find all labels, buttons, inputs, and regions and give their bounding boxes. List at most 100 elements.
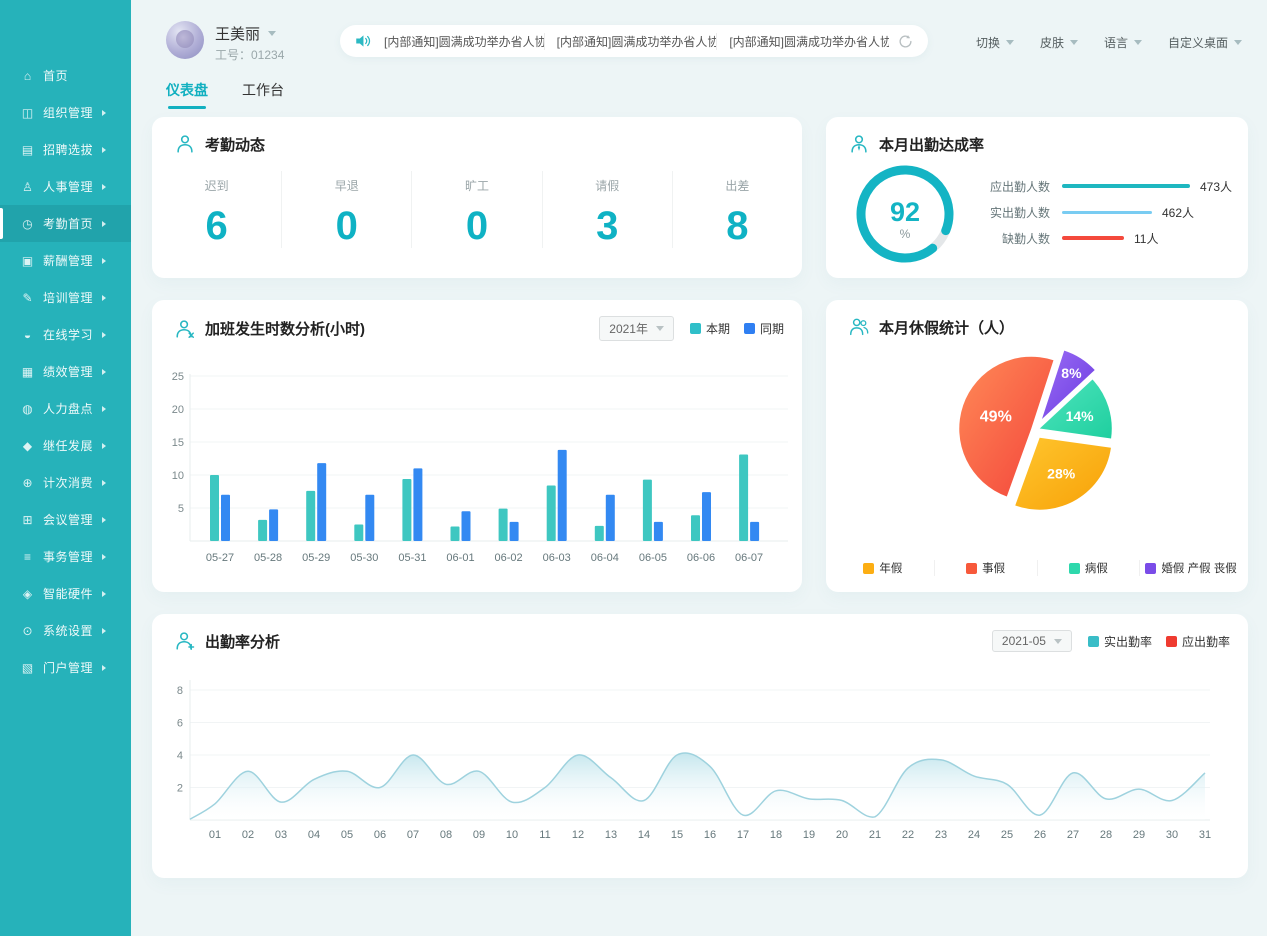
- chevron-down-icon: [268, 31, 277, 36]
- metered-consumption-icon: ⊕: [22, 475, 33, 490]
- year-select[interactable]: 2021年: [599, 316, 674, 341]
- refresh-icon[interactable]: [897, 33, 914, 50]
- chevron-right-icon: [102, 220, 107, 227]
- pie-legend-item[interactable]: 婚假 产假 丧假: [1139, 560, 1242, 576]
- avatar[interactable]: [166, 21, 204, 59]
- card-title: 出勤率分析: [205, 633, 281, 651]
- sidebar-item-system-settings[interactable]: ⊙ 系统设置: [0, 612, 131, 649]
- svg-text:20: 20: [172, 404, 184, 416]
- sidebar-item-label: 薪酬管理: [43, 254, 94, 268]
- svg-text:04: 04: [308, 829, 320, 841]
- stat-value: 3: [596, 204, 619, 248]
- two-person-icon: [850, 318, 869, 336]
- chart-controls: 2021-05 实出勤率 应出勤率: [991, 630, 1230, 652]
- chevron-right-icon: [102, 109, 107, 116]
- svg-text:08: 08: [440, 829, 452, 841]
- pie-legend-item[interactable]: 病假: [1036, 560, 1140, 576]
- overtime-bar-chart: 5 10 15 20 25 05-27 05-28 05-29 05-30 05-31 06-01 0…: [172, 371, 788, 564]
- legend-item[interactable]: 实出勤率: [1087, 633, 1152, 650]
- tab-dashboard-label: 仪表盘: [166, 82, 208, 98]
- svg-text:06: 06: [374, 829, 386, 841]
- sidebar-item-home[interactable]: ⌂ 首页: [0, 57, 131, 94]
- sidebar-item-online-learning[interactable]: ◒ 在线学习: [0, 316, 131, 353]
- notice-link-3[interactable]: [内部通知]圆满成功举办省人协会员...: [716, 32, 889, 50]
- legend-swatch: [966, 562, 978, 574]
- sidebar-item-training[interactable]: ✎ 培训管理: [0, 279, 131, 316]
- bar-legend: 本期 同期: [689, 320, 784, 337]
- legend-item[interactable]: 本期: [689, 320, 730, 337]
- sidebar-item-personnel[interactable]: ♙ 人事管理: [0, 168, 131, 205]
- legend-label: 应出勤率: [1181, 634, 1230, 649]
- top-menu-language[interactable]: 语言: [1104, 34, 1143, 51]
- user-menu[interactable]: 王美丽: [215, 23, 277, 44]
- sidebar-item-affairs[interactable]: ≡ 事务管理: [0, 538, 131, 575]
- svg-text:8%: 8%: [1061, 365, 1082, 381]
- svg-text:5: 5: [178, 503, 184, 515]
- sidebar-item-label: 人力盘点: [43, 402, 94, 416]
- sidebar-item-label: 培训管理: [43, 291, 94, 305]
- card-header: 考勤动态: [152, 117, 802, 155]
- chevron-right-icon: [102, 627, 107, 634]
- card-title: 加班发生时数分析(小时): [205, 321, 365, 338]
- pie-legend-item[interactable]: 年假: [832, 560, 934, 576]
- notice-link-1[interactable]: [内部通知]圆满成功举办省人协会员...: [384, 34, 544, 49]
- tab-dashboard[interactable]: 仪表盘: [166, 80, 208, 109]
- svg-text:05-31: 05-31: [398, 552, 426, 564]
- svg-text:6: 6: [177, 718, 183, 730]
- sidebar-item-recruitment[interactable]: ▤ 招聘选拔: [0, 131, 131, 168]
- sidebar-item-label: 系统设置: [43, 624, 94, 638]
- month-select[interactable]: 2021-05: [991, 630, 1072, 652]
- sidebar-item-salary[interactable]: ▣ 薪酬管理: [0, 242, 131, 279]
- sidebar-item-smart-hardware[interactable]: ◈ 智能硬件: [0, 575, 131, 612]
- legend-swatch: [1068, 562, 1080, 574]
- svg-text:15: 15: [671, 829, 683, 841]
- svg-text:06-01: 06-01: [446, 552, 474, 564]
- pie-legend-item[interactable]: 事假: [933, 560, 1037, 576]
- person-plus-icon: [176, 632, 195, 650]
- stat-value: 6: [205, 204, 228, 248]
- gauge-detail-value: 473人: [1200, 179, 1233, 194]
- sidebar-item-performance[interactable]: ▦ 绩效管理: [0, 353, 131, 390]
- top-menu-switch[interactable]: 切换: [976, 34, 1015, 51]
- sidebar-item-hr-inventory[interactable]: ◍ 人力盘点: [0, 390, 131, 427]
- svg-text:17: 17: [737, 829, 749, 841]
- legend-item[interactable]: 同期: [743, 320, 784, 337]
- sidebar-item-org-management[interactable]: ◫ 组织管理: [0, 94, 131, 131]
- tab-workbench[interactable]: 工作台: [242, 80, 284, 109]
- pie-legend: 年假 事假 病假 婚假 产假 丧假: [832, 560, 1242, 576]
- user-id: 工号：01234: [215, 48, 285, 62]
- svg-text:26: 26: [1034, 829, 1046, 841]
- month-select-value: 2021-05: [1001, 634, 1046, 648]
- sidebar-item-meeting[interactable]: ⊞ 会议管理: [0, 501, 131, 538]
- gauge-detail-label: 应出勤人数: [989, 179, 1050, 194]
- sidebar-item-label: 考勤首页: [43, 217, 94, 231]
- user-name: 王美丽: [215, 26, 261, 43]
- svg-text:29: 29: [1133, 829, 1145, 841]
- card-header: 本月出勤达成率: [826, 117, 1248, 155]
- sidebar-item-metered-consumption[interactable]: ⊕ 计次消费: [0, 464, 131, 501]
- chevron-down-icon: [1134, 40, 1143, 45]
- sidebar-item-label: 首页: [43, 69, 69, 83]
- svg-text:22: 22: [902, 829, 914, 841]
- top-menu-custom-desktop[interactable]: 自定义桌面: [1168, 34, 1243, 51]
- top-menu-skin[interactable]: 皮肤: [1040, 34, 1079, 51]
- recruitment-icon: ▤: [21, 142, 34, 157]
- svg-text:05-27: 05-27: [206, 552, 234, 564]
- stat-value: 0: [335, 204, 358, 248]
- affairs-icon: ≡: [23, 549, 31, 564]
- sidebar-item-label: 在线学习: [43, 328, 94, 342]
- legend-swatch: [1087, 635, 1099, 647]
- sidebar-item-label: 招聘选拔: [43, 143, 94, 157]
- sidebar-item-succession[interactable]: ◆ 继任发展: [0, 427, 131, 464]
- sidebar-item-attendance-home[interactable]: ◷ 考勤首页: [0, 205, 131, 242]
- gauge-detail-label: 缺勤人数: [1001, 231, 1050, 246]
- stat-label: 早退: [334, 179, 359, 193]
- sidebar-item-portal[interactable]: ▧ 门户管理: [0, 649, 131, 686]
- svg-text:01: 01: [209, 829, 221, 841]
- stat-label: 迟到: [204, 179, 229, 193]
- notice-link-2[interactable]: [内部通知]圆满成功举办省人协会员...: [543, 32, 716, 50]
- stat-early-leave: 早退 0: [281, 171, 411, 248]
- svg-text:06-03: 06-03: [543, 552, 571, 564]
- legend-item[interactable]: 应出勤率: [1165, 633, 1230, 650]
